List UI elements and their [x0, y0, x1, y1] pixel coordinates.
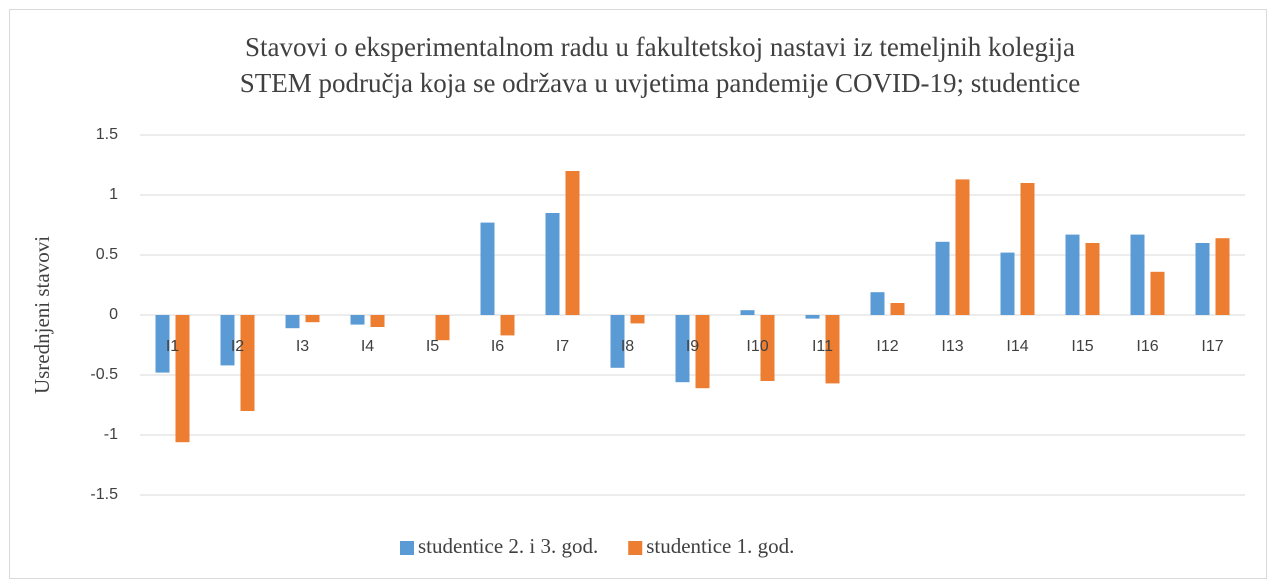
bar — [740, 310, 755, 315]
bar — [435, 315, 450, 341]
chart-title: Stavovi o eksperimentalnom radu u fakult… — [245, 32, 1075, 62]
x-tick-label: I14 — [1006, 338, 1028, 355]
bar — [825, 315, 840, 384]
x-tick-label: I7 — [556, 338, 569, 355]
bar — [480, 222, 495, 315]
bar — [1020, 183, 1035, 315]
x-tick-label: I13 — [941, 338, 963, 355]
bar — [500, 315, 515, 336]
x-tick-label: I17 — [1201, 338, 1223, 355]
y-tick-label: 0 — [109, 306, 118, 323]
bar — [285, 315, 300, 329]
bar — [1215, 238, 1230, 315]
bar — [805, 315, 820, 319]
bar — [1195, 243, 1210, 315]
y-tick-label: 1.5 — [96, 126, 118, 143]
legend-label: studentice 1. god. — [646, 534, 794, 558]
bar — [675, 315, 690, 383]
chart-title: STEM područja koja se održava u uvjetima… — [240, 68, 1081, 98]
bar — [955, 179, 970, 315]
x-tick-label: I3 — [296, 338, 309, 355]
bar — [1085, 243, 1100, 315]
y-tick-label: 0.5 — [96, 246, 118, 263]
legend-label: studentice 2. i 3. god. — [418, 534, 598, 558]
legend-swatch — [400, 541, 414, 555]
y-tick-label: -0.5 — [90, 366, 118, 383]
bar — [890, 303, 905, 315]
bar — [760, 315, 775, 381]
bar — [935, 241, 950, 315]
x-tick-label: I15 — [1071, 338, 1093, 355]
y-tick-label: -1 — [104, 426, 118, 443]
bar — [240, 315, 255, 411]
y-tick-label: 1 — [109, 186, 118, 203]
x-tick-label: I6 — [491, 338, 504, 355]
x-tick-label: I11 — [812, 338, 833, 355]
x-tick-label: I16 — [1136, 338, 1158, 355]
x-tick-label: I8 — [621, 338, 634, 355]
bar — [1150, 271, 1165, 315]
x-tick-label: I1 — [166, 338, 179, 355]
bar — [565, 171, 580, 315]
bar — [350, 315, 365, 325]
x-tick-label: I12 — [876, 338, 898, 355]
bar — [545, 213, 560, 315]
bar — [175, 315, 190, 443]
y-tick-label: -1.5 — [90, 486, 118, 503]
bar — [305, 315, 320, 323]
bar — [1065, 234, 1080, 315]
bar — [155, 315, 170, 373]
bar — [220, 315, 235, 366]
x-tick-label: I2 — [231, 338, 244, 355]
bar — [1130, 234, 1145, 315]
x-tick-label: I5 — [426, 338, 439, 355]
bar — [370, 315, 385, 327]
bar — [610, 315, 625, 368]
bar — [1000, 252, 1015, 315]
y-axis-label: Usrednjeni stavovi — [30, 236, 54, 394]
x-tick-label: I10 — [746, 338, 768, 355]
x-tick-label: I4 — [361, 338, 374, 355]
legend-swatch — [628, 541, 643, 555]
chart-border — [9, 9, 1267, 579]
bar — [630, 315, 645, 324]
bar — [695, 315, 710, 389]
x-tick-label: I9 — [686, 338, 699, 355]
bar — [870, 292, 885, 315]
